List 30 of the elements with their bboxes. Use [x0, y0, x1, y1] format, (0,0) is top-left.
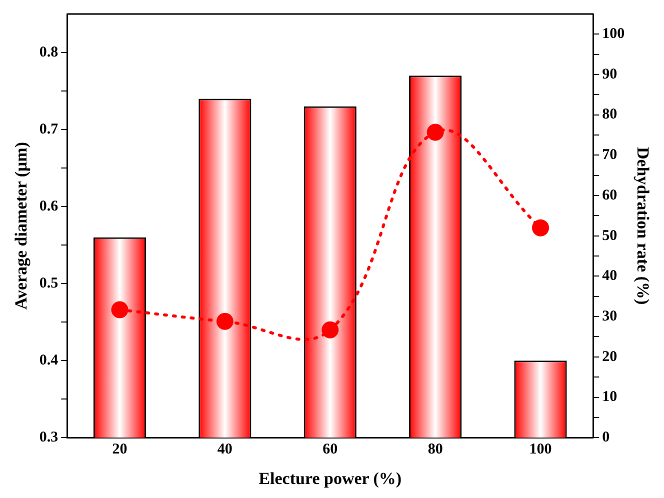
- point: [532, 219, 550, 236]
- y-tick-label: 0.7: [39, 121, 59, 138]
- x-axis-title: Electure power (%): [258, 469, 402, 488]
- y-tick-label: 0.3: [39, 429, 58, 446]
- point: [111, 301, 128, 318]
- point: [426, 124, 444, 141]
- x-tick-label: 100: [529, 441, 552, 458]
- y2-tick-label: 60: [602, 187, 618, 204]
- y-tick-label: 0.8: [39, 44, 58, 60]
- point: [322, 321, 339, 338]
- y2-tick-label: 20: [602, 348, 618, 365]
- y2-tick-label: 10: [602, 389, 618, 406]
- x-tick-label: 60: [322, 441, 338, 458]
- y2-tick-label: 30: [602, 308, 618, 324]
- y2-axis-title: Dehydration rate (%): [633, 146, 652, 305]
- y-tick-label: 0.4: [39, 352, 59, 368]
- y-tick-label: 0.5: [39, 275, 58, 292]
- y2-tick-label: 80: [602, 106, 618, 123]
- point: [216, 312, 234, 330]
- y2-tick-label: 90: [602, 66, 618, 82]
- y-axis-title: Average diameter (μm): [12, 142, 31, 310]
- y2-tick-label: 50: [602, 228, 618, 244]
- y2-tick-label: 70: [602, 147, 618, 164]
- x-tick-label: 40: [217, 441, 232, 458]
- y2-tick-label: 100: [602, 26, 625, 42]
- y2-tick-label: 0: [602, 429, 610, 446]
- y2-tick-label: 40: [602, 268, 618, 284]
- y-tick-label: 0.6: [39, 198, 59, 214]
- x-tick-label: 20: [112, 441, 128, 458]
- x-tick-label: 80: [428, 441, 443, 458]
